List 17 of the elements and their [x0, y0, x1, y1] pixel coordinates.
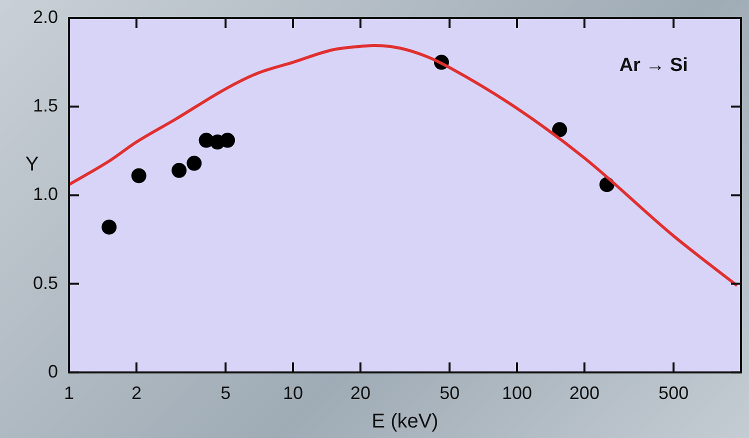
- annotation: Ar → Si: [619, 55, 688, 76]
- x-tick-label: 2: [131, 383, 142, 404]
- x-tick-label: 1: [64, 383, 74, 404]
- x-tick-label: 50: [440, 383, 460, 404]
- y-tick-label: 1.0: [32, 184, 58, 204]
- y-tick-label: 1.5: [32, 96, 58, 116]
- x-axis-title: E (keV): [372, 410, 438, 433]
- x-tick-label: 500: [658, 383, 689, 404]
- x-tick-label: 20: [350, 383, 370, 404]
- x-tick-label: 200: [569, 383, 600, 404]
- y-tick-label: 0: [48, 361, 58, 382]
- x-tick-label: 10: [283, 383, 304, 404]
- x-tick-label: 5: [220, 383, 231, 404]
- y-axis-title: Y: [25, 154, 39, 176]
- x-tick-label: 100: [502, 383, 532, 404]
- y-tick-label: 0.5: [32, 272, 58, 293]
- y-tick-label: 2.0: [32, 6, 58, 27]
